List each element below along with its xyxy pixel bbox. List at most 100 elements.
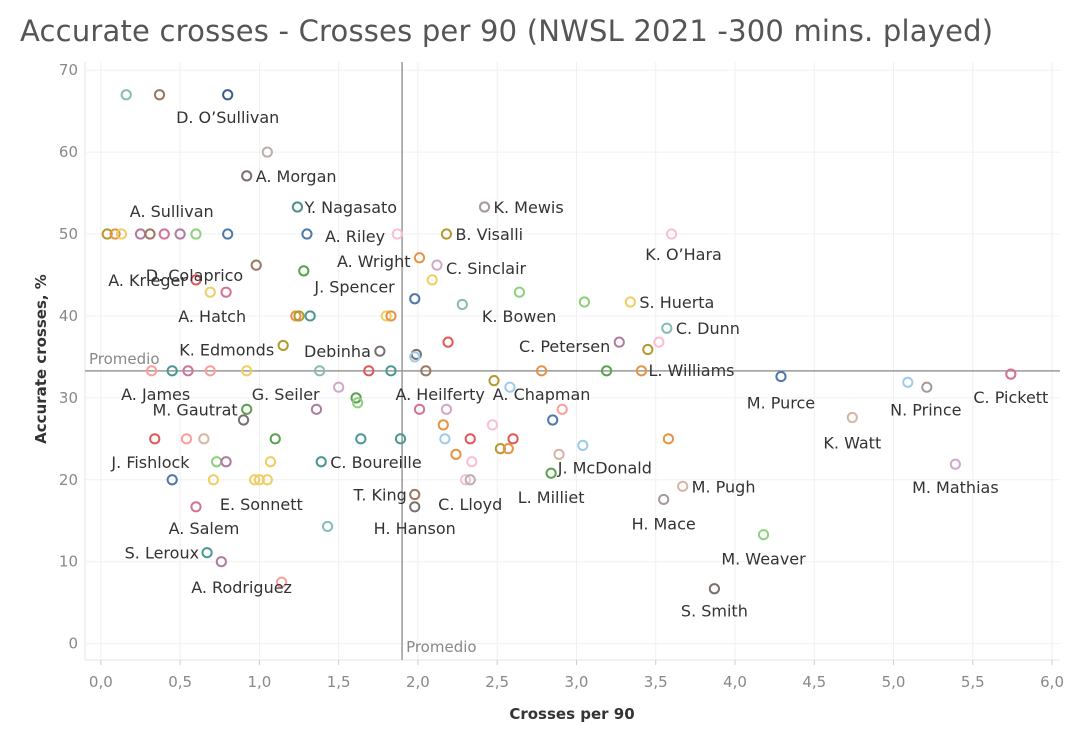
data-point [249, 474, 261, 486]
point-label: M. Purce [747, 394, 815, 413]
y-tick-label: 10 [59, 553, 78, 571]
x-tick-label: 4,0 [723, 673, 747, 691]
data-point [642, 343, 654, 356]
data-point [101, 228, 113, 240]
data-point [385, 310, 397, 322]
data-point [115, 228, 128, 240]
data-point [220, 286, 232, 298]
data-point [437, 419, 449, 431]
data-point [207, 474, 220, 486]
data-point [277, 339, 289, 352]
data-point [409, 488, 421, 501]
data-point [578, 296, 590, 308]
data-point [166, 365, 178, 377]
x-tick-label: 2,5 [485, 673, 509, 691]
data-point [440, 228, 453, 240]
data-point [677, 480, 689, 492]
x-tick-label: 0,5 [168, 673, 192, 691]
data-point [494, 443, 506, 455]
data-point [464, 474, 476, 486]
point-label: S. Leroux [125, 544, 199, 563]
data-point [220, 456, 232, 468]
data-point [600, 365, 613, 377]
x-tick-label: 6,0 [1040, 673, 1064, 691]
data-point [315, 456, 327, 468]
x-tick-label: 5,5 [961, 673, 985, 691]
data-point [545, 467, 557, 479]
point-label: L. Milliet [518, 488, 585, 507]
point-label: A. Sullivan [130, 202, 214, 221]
data-point [293, 310, 305, 322]
data-point [158, 228, 170, 240]
data-point [413, 252, 426, 264]
data-point [757, 529, 770, 541]
data-point [466, 456, 478, 468]
data-point [613, 336, 625, 348]
data-point [374, 345, 386, 357]
point-label: A. Heilferty [395, 385, 484, 404]
data-point [198, 433, 210, 445]
point-labels: D. O’Sullivan A. Morgan Y. Nagasato K. Mewi… [108, 108, 1048, 621]
data-point [547, 414, 559, 426]
point-label: A. James [121, 385, 190, 404]
data-point [450, 448, 462, 460]
point-label: E. Sonnett [220, 495, 303, 514]
data-point [535, 365, 548, 377]
point-label: A. Salem [169, 519, 240, 538]
data-point [653, 336, 665, 348]
x-tick-label: 5,0 [882, 673, 906, 691]
point-label: M. Mathias [912, 478, 999, 497]
data-point [310, 403, 323, 415]
data-points [101, 89, 1017, 595]
y-tick-label: 70 [59, 61, 78, 79]
point-label: G. Seiler [252, 385, 320, 404]
data-point [439, 433, 451, 445]
y-tick-label: 0 [68, 635, 78, 653]
y-tick-label: 30 [59, 389, 78, 407]
data-point [149, 433, 161, 445]
point-label: C. Dunn [676, 319, 740, 338]
data-point [661, 322, 673, 334]
data-point [215, 556, 227, 568]
data-point [264, 456, 277, 468]
data-point [352, 397, 364, 409]
data-point [253, 474, 265, 486]
data-point [459, 474, 472, 486]
data-point [902, 376, 914, 388]
grid-lines [84, 62, 1060, 661]
data-point [144, 228, 156, 240]
data-point [513, 286, 525, 298]
point-label: A. Krieger [108, 271, 187, 290]
point-label: A. Morgan [256, 167, 337, 186]
point-label: S. Huerta [639, 293, 714, 312]
y-tick-label: 20 [59, 471, 78, 489]
data-point [431, 259, 443, 271]
y-tick-label: 40 [59, 307, 78, 325]
data-point [237, 414, 250, 426]
point-label: M. Weaver [721, 550, 806, 569]
data-point [486, 419, 499, 431]
data-point [182, 365, 194, 377]
data-point [261, 474, 273, 486]
data-point [204, 286, 216, 298]
data-point [190, 228, 202, 240]
x-tick-label: 3,5 [644, 673, 668, 691]
point-label: H. Hanson [374, 519, 456, 538]
data-point [949, 458, 961, 470]
data-point [120, 89, 132, 101]
point-label: N. Prince [890, 400, 961, 419]
y-average-label: Promedio [89, 350, 160, 368]
axis-ticks: 0,0 0,5 1,0 1,5 2,0 2,5 3,0 3,5 4,0 4,5 5,0 5,5 6,0 0… [59, 61, 1064, 691]
data-point [298, 265, 310, 277]
data-point [380, 310, 392, 322]
data-point [275, 576, 288, 588]
data-point [385, 365, 397, 377]
data-point [577, 439, 589, 451]
data-point [456, 298, 468, 311]
point-label: A. Rodriguez [191, 578, 292, 597]
point-label: K. Mewis [494, 198, 564, 217]
data-point [301, 228, 313, 240]
point-label: J. Spencer [313, 278, 395, 297]
data-point [775, 370, 787, 383]
data-point [241, 403, 253, 415]
